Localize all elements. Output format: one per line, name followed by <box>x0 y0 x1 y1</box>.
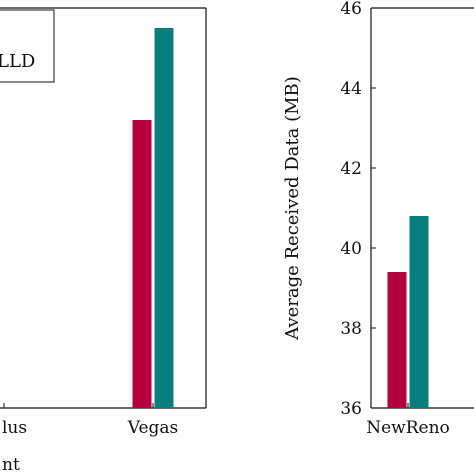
legend-entry-label: LLD <box>0 51 35 72</box>
y-tick-label: 42 <box>340 159 362 179</box>
left-bars <box>132 28 174 408</box>
left-panel: LLD lus Vegas nt <box>0 7 207 474</box>
y-ticks: 36 38 40 42 44 46 <box>340 0 376 419</box>
bar-newreno-series-2 <box>409 216 429 408</box>
bar-vegas-series-2 <box>154 28 174 408</box>
x-tick-label-newreno: NewReno <box>366 418 450 438</box>
y-axis-label: Average Received Data (MB) <box>282 76 303 341</box>
x-tick-label-vegas: Vegas <box>127 418 179 438</box>
legend: LLD <box>0 9 55 83</box>
x-axis-label: nt <box>2 455 20 474</box>
right-panel: Average Received Data (MB) 363840424446 … <box>282 0 474 438</box>
y-tick-label: 44 <box>340 79 362 99</box>
y-tick-label: 40 <box>340 239 362 259</box>
y-tick-label: 38 <box>340 319 362 339</box>
legend-box <box>0 9 55 83</box>
bar-newreno-series-1 <box>387 272 407 408</box>
bar-vegas-series-1 <box>132 120 152 408</box>
right-bars <box>387 216 429 408</box>
x-tick-label-lus: lus <box>2 418 27 438</box>
y-tick-label: 46 <box>340 0 362 19</box>
y-tick-label: 36 <box>340 399 362 419</box>
